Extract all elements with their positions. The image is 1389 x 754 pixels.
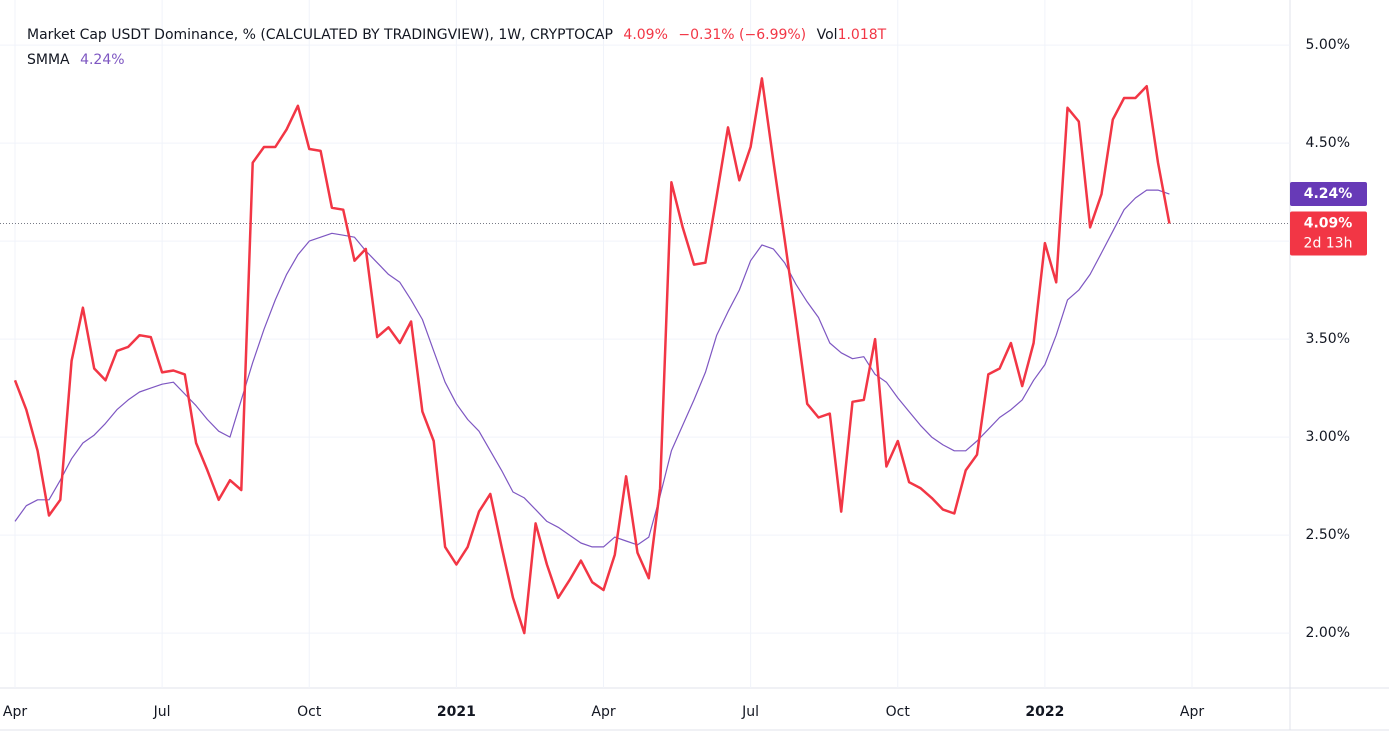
chart-title: Market Cap USDT Dominance, % (CALCULATED… xyxy=(27,27,613,43)
y-tick-label: 3.00% xyxy=(1306,429,1350,445)
x-tick-label: Oct xyxy=(297,704,322,720)
y-tick-label: 2.50% xyxy=(1306,527,1350,543)
y-tick-label: 2.00% xyxy=(1306,625,1350,641)
series-line xyxy=(13,77,1171,635)
volume-label: Vol xyxy=(816,27,838,43)
legend: Market Cap USDT Dominance, % (CALCULATED… xyxy=(27,23,892,73)
volume: 1.018T xyxy=(837,27,887,43)
x-tick-label: Jul xyxy=(153,704,171,720)
y-tick-label: 4.50% xyxy=(1306,135,1350,151)
x-tick-label: Oct xyxy=(886,704,911,720)
x-tick-label: Jul xyxy=(741,704,759,720)
x-tick-label: 2021 xyxy=(437,704,476,720)
legend-value: 4.24% xyxy=(80,52,125,68)
y-tick-label: 5.00% xyxy=(1306,37,1350,53)
price-tag-bg xyxy=(1290,211,1367,256)
x-tick-label: Apr xyxy=(3,704,27,720)
last-price: 4.09% xyxy=(623,27,668,43)
price-tag-countdown: 2d 13h xyxy=(1304,235,1353,251)
price-tag-label: 4.09% xyxy=(1304,215,1353,231)
price-tag: 4.09% 2d 13h xyxy=(1290,211,1367,256)
x-tick-label: Apr xyxy=(1180,704,1204,720)
legend-row: Market Cap USDT Dominance, % (CALCULATED… xyxy=(27,23,892,48)
legend-name: SMMA xyxy=(27,52,70,68)
x-tick-label: 2022 xyxy=(1025,704,1064,720)
price-change: −0.31% (−6.99%) xyxy=(678,27,807,43)
x-tick-label: Apr xyxy=(591,704,615,720)
series-line xyxy=(14,189,1170,548)
price-tag-label: 4.24% xyxy=(1304,186,1353,202)
price-tag: 4.24% xyxy=(1290,182,1367,207)
y-tick-label: 3.50% xyxy=(1306,331,1350,347)
price-tag-bg xyxy=(1290,182,1367,207)
legend-row: SMMA 4.24% xyxy=(27,48,892,73)
